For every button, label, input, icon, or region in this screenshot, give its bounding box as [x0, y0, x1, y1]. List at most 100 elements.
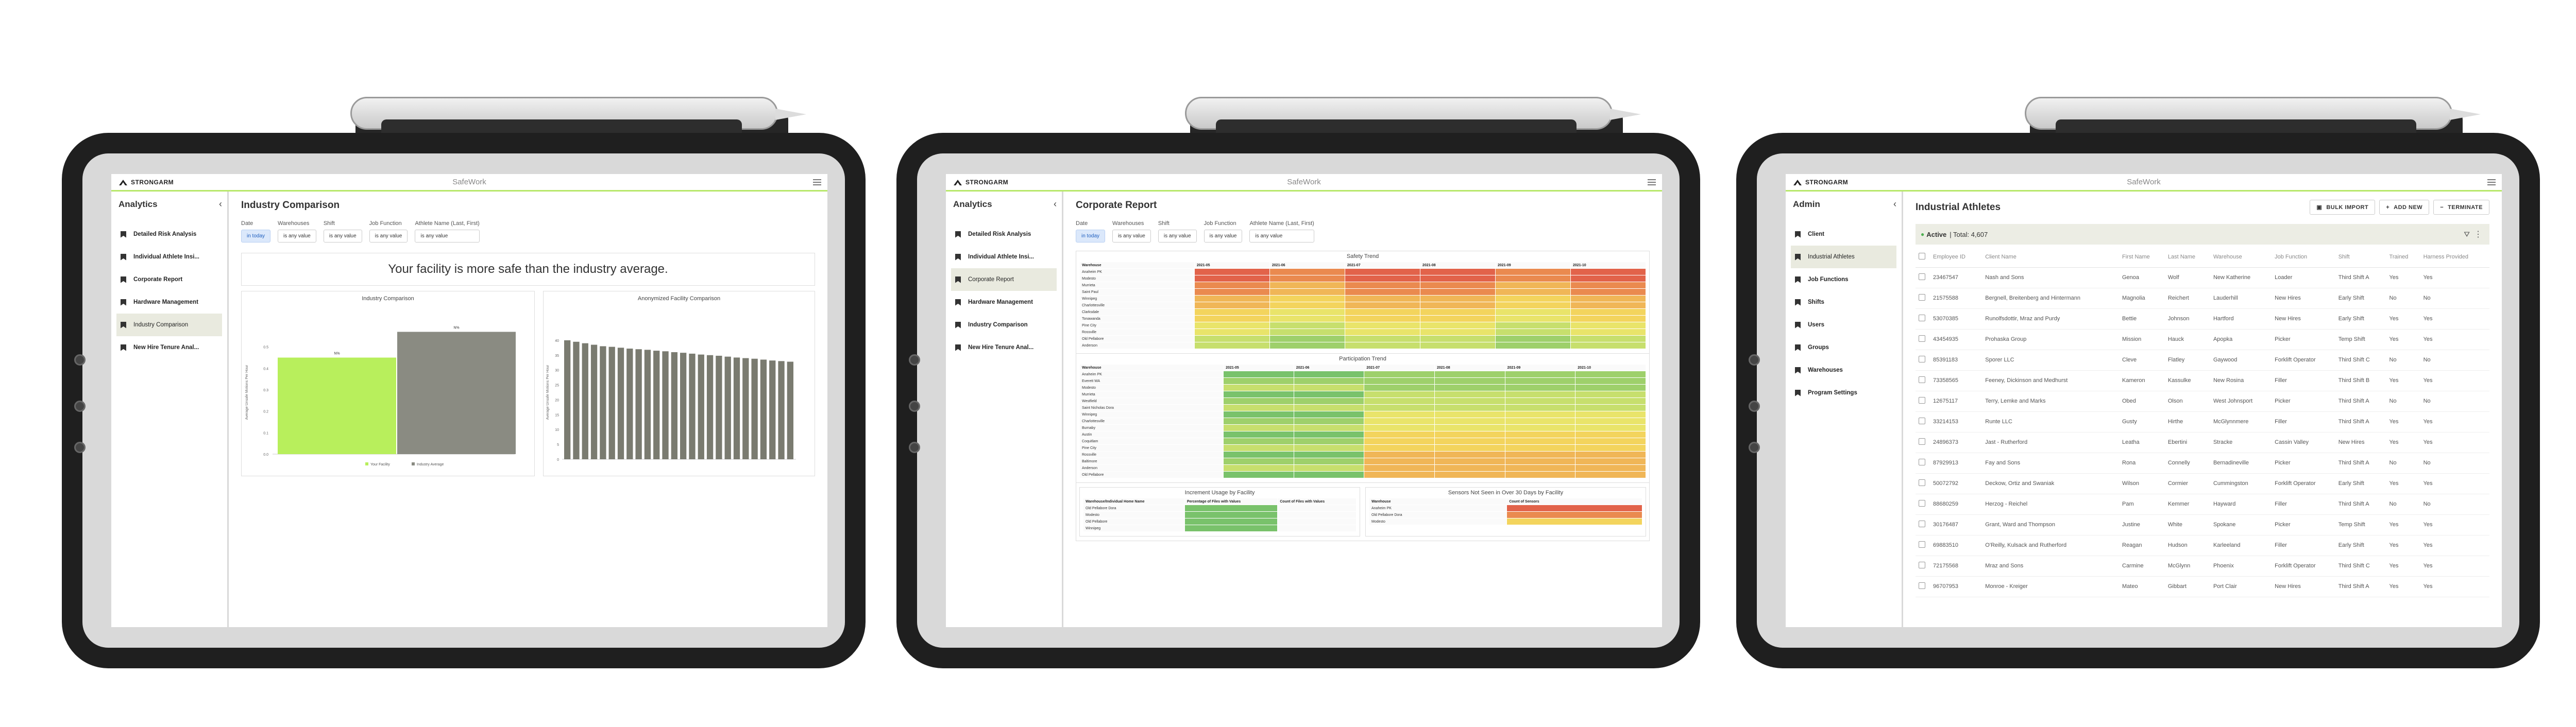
- sidebar-item-new-hire-tenure-anal[interactable]: New Hire Tenure Anal...: [951, 336, 1057, 359]
- table-row[interactable]: 88680259 Herzog - Reichel Pam Kemmer Hayward…: [1916, 494, 2489, 515]
- row-checkbox[interactable]: [1919, 561, 1925, 568]
- sidebar-item-individual-athlete-insi[interactable]: Individual Athlete Insi...: [116, 246, 222, 268]
- table-row[interactable]: 85391183 Sporer LLC Cleve Flatley Gaywood For…: [1916, 350, 2489, 371]
- collapse-chevron-icon[interactable]: ‹: [1054, 199, 1057, 209]
- table-row[interactable]: 30176487 Grant, Ward and Thompson Justine W…: [1916, 514, 2489, 535]
- sidebar-item-new-hire-tenure-anal[interactable]: New Hire Tenure Anal...: [116, 336, 222, 359]
- row-checkbox[interactable]: [1919, 273, 1925, 280]
- row-checkbox[interactable]: [1919, 520, 1925, 527]
- filter-value-chip[interactable]: is any value: [1112, 230, 1151, 243]
- row-checkbox[interactable]: [1919, 314, 1925, 321]
- filter-value-chip[interactable]: in today: [241, 230, 271, 243]
- hamburger-menu-icon[interactable]: [2487, 179, 2496, 185]
- filter-value-chip[interactable]: is any value: [1249, 230, 1314, 243]
- terminate-button[interactable]: − TERMINATE: [2433, 200, 2489, 215]
- heat-cell: [1504, 458, 1576, 465]
- table-row[interactable]: 12675117 Terry, Lemke and Marks Obed Olson W…: [1916, 391, 2489, 412]
- row-checkbox[interactable]: [1919, 458, 1925, 465]
- row-checkbox[interactable]: [1919, 355, 1925, 362]
- column-header[interactable]: Job Function: [2272, 247, 2335, 268]
- filter-value-chip[interactable]: is any value: [1204, 230, 1243, 243]
- bulk-import-button[interactable]: ▣ BULK IMPORT: [2310, 200, 2376, 215]
- sidebar-item-groups[interactable]: Groups: [1791, 336, 1896, 359]
- row-checkbox[interactable]: [1919, 396, 1925, 404]
- sidebar-item-corporate-report[interactable]: Corporate Report: [951, 268, 1057, 291]
- table-cell: Nash and Sons: [1982, 267, 2119, 288]
- table-cell: Leatha: [2119, 432, 2165, 453]
- column-header[interactable]: Client Name: [1982, 247, 2119, 268]
- hamburger-menu-icon[interactable]: [813, 179, 821, 185]
- sidebar-item-program-settings[interactable]: Program Settings: [1791, 382, 1896, 404]
- collapse-chevron-icon[interactable]: ‹: [219, 199, 222, 209]
- table-row[interactable]: 43454935 Prohaska Group Mission Hauck Apopka…: [1916, 329, 2489, 350]
- sidebar-item-hardware-management[interactable]: Hardware Management: [116, 291, 222, 314]
- column-header[interactable]: Shift: [2335, 247, 2386, 268]
- row-checkbox[interactable]: [1919, 479, 1925, 486]
- row-label: Murrieta: [1079, 391, 1224, 398]
- brand-logo[interactable]: STRONGARM: [118, 179, 174, 186]
- filter-value-chip[interactable]: in today: [1076, 230, 1106, 243]
- table-row[interactable]: 53070385 Runolfsdottir, Mraz and Purdy Bet…: [1916, 308, 2489, 330]
- brand-logo[interactable]: STRONGARM: [953, 179, 1008, 186]
- select-all-checkbox[interactable]: [1919, 252, 1925, 259]
- bookmark-icon: [1795, 231, 1801, 238]
- table-row: Baltimore: [1079, 458, 1646, 465]
- row-checkbox[interactable]: [1919, 335, 1925, 342]
- heat-cell: [1504, 411, 1576, 418]
- sidebar-item-client[interactable]: Client: [1791, 223, 1896, 246]
- sidebar-item-detailed-risk-analysis[interactable]: Detailed Risk Analysis: [951, 223, 1057, 246]
- sidebar-item-detailed-risk-analysis[interactable]: Detailed Risk Analysis: [116, 223, 222, 246]
- hardware-button: [1749, 354, 1760, 366]
- column-header[interactable]: Warehouse: [2210, 247, 2272, 268]
- table-row[interactable]: 24896373 Jast - Rutherford Leatha Ebertini S…: [1916, 432, 2489, 453]
- row-checkbox[interactable]: [1919, 293, 1925, 301]
- sidebar-item-industry-comparison[interactable]: Industry Comparison: [116, 314, 222, 336]
- table-row[interactable]: 87929913 Fay and Sons Rona Connelly Bernadin…: [1916, 453, 2489, 474]
- sidebar-item-job-functions[interactable]: Job Functions: [1791, 268, 1896, 291]
- table-row: Anaheim PK: [1079, 371, 1646, 378]
- filter-value-chip[interactable]: is any value: [323, 230, 362, 243]
- column-header[interactable]: Trained: [2386, 247, 2420, 268]
- table-row[interactable]: 69883510 O'Reilly, Kulsack and Rutherford…: [1916, 535, 2489, 556]
- column-header[interactable]: Employee ID: [1930, 247, 1982, 268]
- sidebar-item-industrial-athletes[interactable]: Industrial Athletes: [1791, 246, 1896, 268]
- row-checkbox[interactable]: [1919, 438, 1925, 445]
- table-row[interactable]: 73358565 Feeney, Dickinson and Medhurst Ka…: [1916, 370, 2489, 391]
- filter-icon[interactable]: ⛛: [2464, 230, 2470, 238]
- brand-logo[interactable]: STRONGARM: [1793, 179, 1848, 186]
- table-row[interactable]: 23467547 Nash and Sons Genoa Wolf New Kather…: [1916, 267, 2489, 288]
- row-checkbox[interactable]: [1919, 499, 1925, 507]
- row-checkbox[interactable]: [1919, 376, 1925, 383]
- sidebar-item-label: Users: [1808, 322, 1824, 328]
- row-checkbox[interactable]: [1919, 541, 1925, 548]
- table-row[interactable]: 50072792 Deckow, Ortiz and Swaniak Wilson C…: [1916, 473, 2489, 494]
- column-header[interactable]: First Name: [2119, 247, 2165, 268]
- filter-value-chip[interactable]: is any value: [1158, 230, 1197, 243]
- column-header[interactable]: Harness Provided: [2420, 247, 2489, 268]
- sidebar-item-individual-athlete-insi[interactable]: Individual Athlete Insi...: [951, 246, 1057, 268]
- hamburger-menu-icon[interactable]: [1648, 179, 1656, 185]
- collapse-chevron-icon[interactable]: ‹: [1893, 199, 1896, 209]
- sidebar-item-warehouses[interactable]: Warehouses: [1791, 359, 1896, 382]
- filter-value-chip[interactable]: is any value: [278, 230, 316, 243]
- sidebar-item-industry-comparison[interactable]: Industry Comparison: [951, 314, 1057, 336]
- table-row[interactable]: 33214153 Runte LLC Gusty Hirthe McGlynnmere F…: [1916, 411, 2489, 432]
- column-header[interactable]: Last Name: [2164, 247, 2210, 268]
- table-row[interactable]: 21575588 Bergnell, Breitenberg and Hinter…: [1916, 288, 2489, 309]
- filter-value-chip[interactable]: is any value: [415, 230, 480, 243]
- table-row[interactable]: 96707953 Monroe - Kreiger Mateo Gibbart Port…: [1916, 576, 2489, 597]
- table-row[interactable]: 72175568 Mraz and Sons Carmine McGlynn Phoen…: [1916, 556, 2489, 577]
- corporate-report: Safety Trend Warehouse 2021-05 2021-06 2021…: [1076, 251, 1650, 541]
- more-options-icon[interactable]: ⋮: [2474, 230, 2482, 239]
- sidebar-item-label: Industry Comparison: [968, 322, 1028, 328]
- table-cell: Runolfsdottir, Mraz and Purdy: [1982, 308, 2119, 330]
- add-new-button[interactable]: + ADD NEW: [2379, 200, 2430, 215]
- sidebar-item-corporate-report[interactable]: Corporate Report: [116, 268, 222, 291]
- row-checkbox[interactable]: [1919, 582, 1925, 589]
- sidebar-item-shifts[interactable]: Shifts: [1791, 291, 1896, 314]
- sidebar-item-users[interactable]: Users: [1791, 314, 1896, 336]
- sidebar-item-hardware-management[interactable]: Hardware Management: [951, 291, 1057, 314]
- active-label[interactable]: Active: [1926, 230, 1947, 238]
- row-checkbox[interactable]: [1919, 417, 1925, 424]
- filter-value-chip[interactable]: is any value: [369, 230, 408, 243]
